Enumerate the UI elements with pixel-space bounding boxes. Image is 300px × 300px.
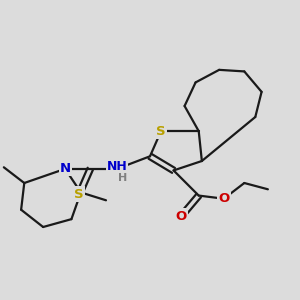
Text: S: S — [156, 124, 166, 138]
Text: H: H — [118, 173, 127, 183]
Text: N: N — [60, 162, 71, 176]
Text: NH: NH — [106, 160, 128, 173]
Text: O: O — [218, 192, 230, 205]
Text: O: O — [176, 209, 187, 223]
Text: S: S — [74, 188, 84, 200]
